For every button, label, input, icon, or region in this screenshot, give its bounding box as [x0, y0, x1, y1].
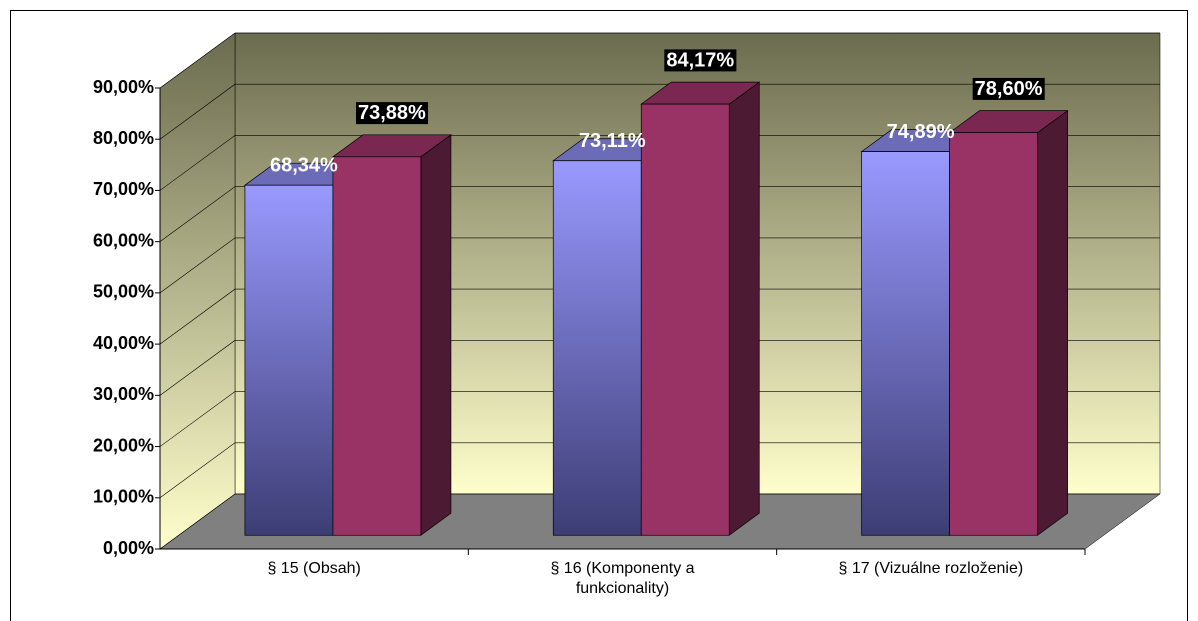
value-label-bg	[972, 77, 1045, 100]
value-label-bg	[355, 102, 429, 125]
y-tick-label: 40,00%	[93, 333, 154, 353]
grid-line	[159, 135, 1160, 191]
value-label: 73,11%	[579, 130, 646, 152]
bar	[861, 151, 950, 536]
y-tick-label: 70,00%	[93, 179, 154, 199]
grid-line	[159, 340, 1160, 396]
grid-line	[159, 186, 1160, 242]
y-tick-label: 20,00%	[93, 435, 154, 455]
y-tick-label: 60,00%	[93, 230, 154, 250]
bar	[640, 103, 730, 536]
frame	[10, 10, 1188, 621]
grid-line	[159, 288, 1160, 345]
value-label: 78,60%	[975, 78, 1043, 100]
side-wall	[159, 32, 236, 550]
bar	[244, 184, 334, 536]
y-tick-label: 10,00%	[93, 487, 154, 507]
grid-line	[159, 32, 1160, 89]
bar	[552, 160, 642, 536]
grid-line	[159, 493, 1160, 550]
y-tick-label: 30,00%	[93, 384, 154, 404]
bar-side	[420, 134, 452, 536]
bar	[332, 156, 422, 536]
value-label-bg	[664, 49, 737, 72]
y-tick-label: 0,00%	[103, 538, 154, 558]
grid-line	[159, 237, 1160, 294]
x-tick-label: § 15 (Obsah)	[267, 560, 361, 577]
value-label: 84,17%	[666, 49, 734, 71]
y-tick-label: 50,00%	[93, 282, 154, 302]
bar-side	[728, 81, 760, 536]
grid-line	[159, 83, 1160, 140]
value-label: 73,88%	[358, 102, 426, 124]
grid-line	[159, 442, 1160, 499]
grid-line	[159, 391, 1160, 447]
bar-side	[1037, 109, 1068, 536]
value-label: 68,34%	[270, 154, 338, 176]
value-label: 74,89%	[887, 121, 955, 143]
bar	[949, 132, 1038, 536]
x-tick-label: § 17 (Vizuálne rozloženie)	[838, 560, 1024, 577]
y-tick-label: 90,00%	[93, 77, 154, 97]
y-tick-label: 80,00%	[93, 128, 154, 148]
x-tick-label: § 16 (Komponenty a funkcionality)	[550, 560, 695, 597]
